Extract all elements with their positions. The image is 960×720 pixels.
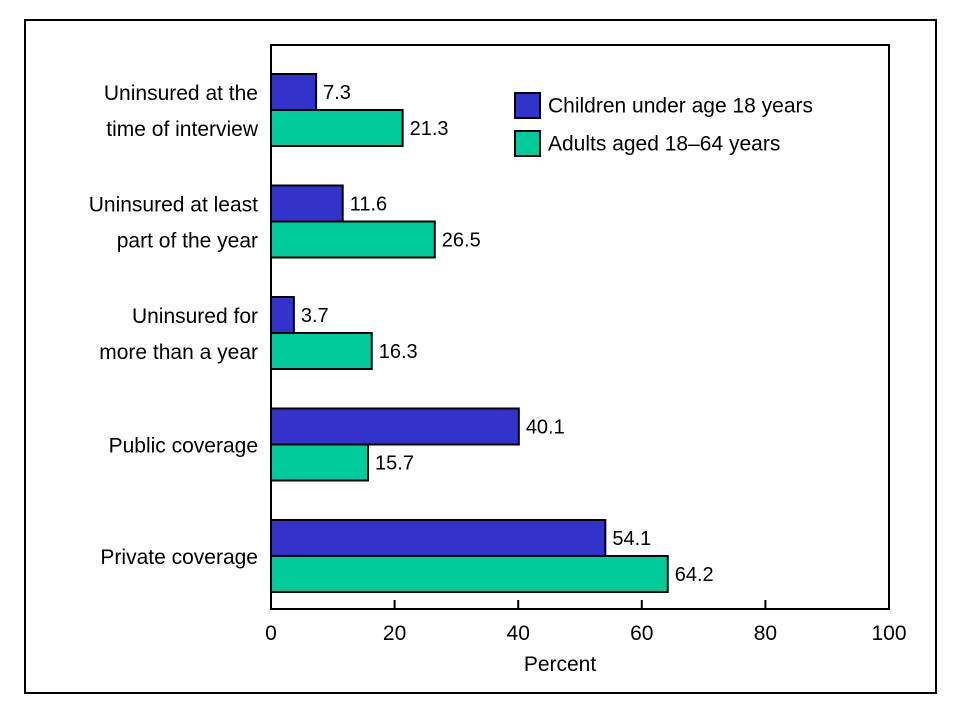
value-label-adults-1: 26.5 <box>442 230 481 252</box>
value-label-adults-4: 64.2 <box>675 564 714 586</box>
bar-children-2 <box>270 296 295 334</box>
value-label-children-3: 40.1 <box>526 417 565 439</box>
value-label-children-1: 11.6 <box>350 194 387 216</box>
value-label-children-4: 54.1 <box>612 528 651 550</box>
bar-children-0 <box>270 73 318 111</box>
category-label-1-0: Uninsured at least <box>89 194 258 217</box>
category-label-3-0: Public coverage <box>109 435 258 458</box>
x-tick-label-1: 20 <box>383 622 406 645</box>
chart-frame <box>24 19 937 694</box>
category-label-2-0: Uninsured for <box>132 305 258 328</box>
value-label-adults-3: 15.7 <box>375 453 414 475</box>
bar-adults-4 <box>270 555 669 593</box>
plot-border <box>270 44 890 610</box>
value-label-children-2: 3.7 <box>301 305 329 327</box>
category-label-2-1: more than a year <box>99 341 258 364</box>
x-tick-label-3: 60 <box>630 622 653 645</box>
legend-swatch-children <box>514 92 541 119</box>
value-label-adults-0: 21.3 <box>410 118 449 140</box>
category-label-0-1: time of interview <box>106 118 259 141</box>
x-axis-title: Percent <box>524 653 597 676</box>
bar-children-3 <box>270 407 520 446</box>
value-label-adults-2: 16.3 <box>379 341 418 363</box>
bar-children-1 <box>270 184 344 223</box>
legend-swatch-adults <box>514 130 541 157</box>
value-label-children-0: 7.3 <box>323 82 351 104</box>
bar-adults-0 <box>270 109 404 147</box>
x-tick-label-2: 40 <box>507 622 530 645</box>
x-tick-label-5: 100 <box>871 622 906 645</box>
bar-adults-1 <box>270 220 436 259</box>
legend-label-children: Children under age 18 years <box>548 95 813 118</box>
bar-adults-3 <box>270 443 370 482</box>
bar-children-4 <box>270 519 607 557</box>
x-tick-label-0: 0 <box>265 622 277 645</box>
category-label-0-0: Uninsured at the <box>104 82 258 105</box>
legend-label-adults: Adults aged 18–64 years <box>548 133 780 156</box>
category-label-4-0: Private coverage <box>100 546 258 569</box>
bar-adults-2 <box>270 332 373 370</box>
x-tick-label-4: 80 <box>754 622 777 645</box>
category-label-1-1: part of the year <box>117 230 258 253</box>
